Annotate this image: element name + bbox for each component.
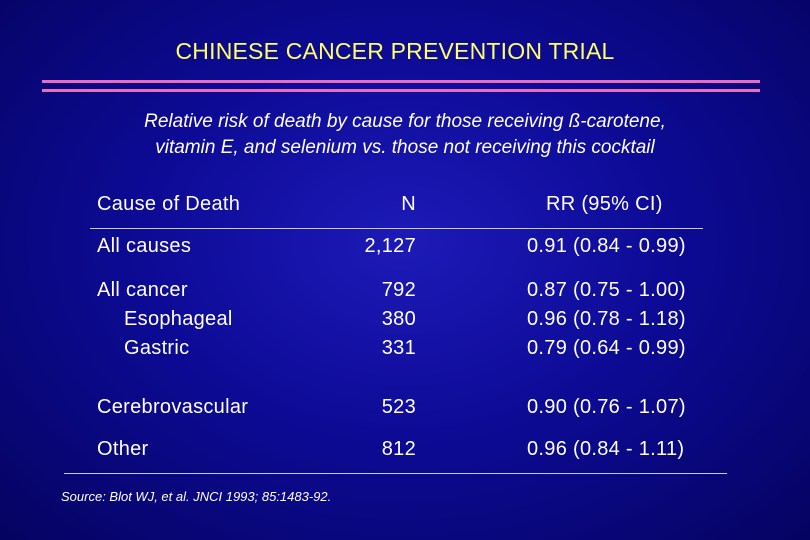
row-cause: All cancer xyxy=(97,279,188,301)
header-rr: RR (95% CI) xyxy=(546,193,663,215)
slide-subtitle: Relative risk of death by cause for thos… xyxy=(0,109,810,161)
row-rr: 0.91 (0.84 - 0.99) xyxy=(527,235,686,257)
row-n: 331 xyxy=(381,337,416,359)
row-n: 812 xyxy=(381,438,416,460)
row-n: 523 xyxy=(381,396,416,418)
subtitle-line-1: Relative risk of death by cause for thos… xyxy=(144,111,666,132)
row-cause: Gastric xyxy=(124,337,190,359)
row-cause: Esophageal xyxy=(124,308,233,330)
subtitle-line-2: vitamin E, and selenium vs. those not re… xyxy=(155,137,655,158)
row-n: 792 xyxy=(381,279,416,301)
header-divider xyxy=(90,228,703,229)
header-n: N xyxy=(401,193,416,215)
title-rule-top xyxy=(42,80,760,83)
header-cause: Cause of Death xyxy=(97,193,241,215)
row-n: 2,127 xyxy=(364,235,416,257)
row-cause: Cerebrovascular xyxy=(97,396,249,418)
slide-title: CHINESE CANCER PREVENTION TRIAL xyxy=(175,38,615,64)
source-citation: Source: Blot WJ, et al. JNCI 1993; 85:14… xyxy=(61,489,332,504)
footer-divider xyxy=(64,473,727,474)
row-cause: Other xyxy=(97,438,149,460)
title-rule-bottom xyxy=(42,89,760,92)
row-rr: 0.90 (0.76 - 1.07) xyxy=(527,396,686,418)
row-cause: All causes xyxy=(97,235,192,257)
row-rr: 0.96 (0.84 - 1.11) xyxy=(527,438,685,460)
row-n: 380 xyxy=(381,308,416,330)
row-rr: 0.96 (0.78 - 1.18) xyxy=(527,308,686,330)
row-rr: 0.79 (0.64 - 0.99) xyxy=(527,337,686,359)
row-rr: 0.87 (0.75 - 1.00) xyxy=(527,279,686,301)
